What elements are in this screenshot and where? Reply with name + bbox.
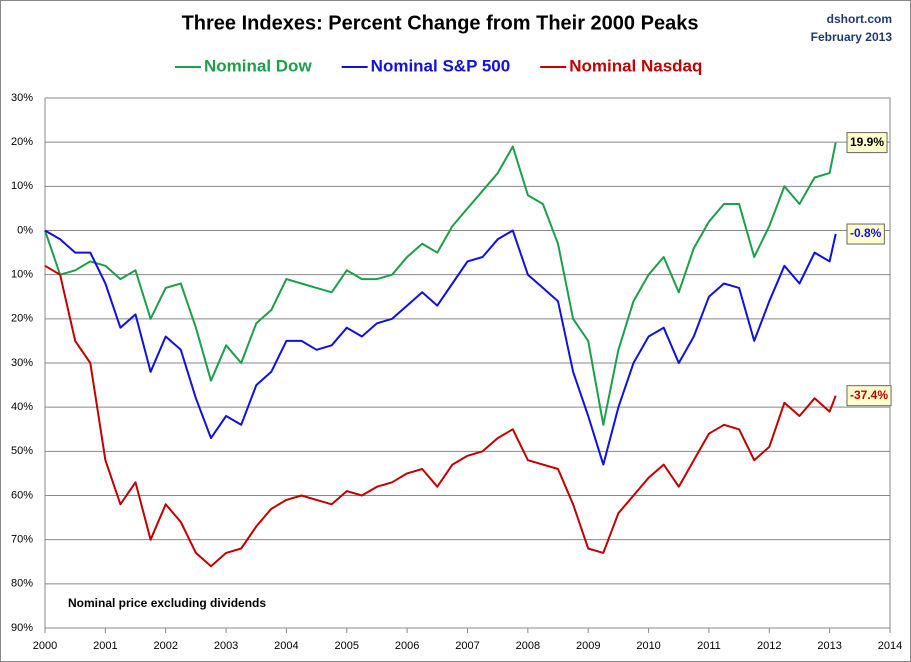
y-tick-label: 90% — [11, 622, 33, 634]
series-line — [44, 264, 837, 568]
legend-label: Nominal Dow — [204, 56, 312, 75]
y-tick-label: 30% — [11, 357, 33, 369]
x-tick-label: 2001 — [93, 640, 117, 652]
x-tick-label: 2004 — [274, 640, 298, 652]
x-tick-label: 2010 — [636, 640, 660, 652]
series-line — [44, 142, 837, 426]
series-line — [44, 229, 837, 466]
note: Nominal price excluding dividends — [68, 596, 266, 610]
x-tick-label: 2008 — [516, 640, 540, 652]
x-tick-label: 2005 — [335, 640, 359, 652]
chart-title: Three Indexes: Percent Change from Their… — [182, 12, 699, 34]
x-tick-label: 2011 — [697, 640, 721, 652]
x-tick-label: 2014 — [878, 640, 902, 652]
y-tick-label: 30% — [11, 92, 33, 104]
end-label-text: -0.8% — [850, 226, 882, 240]
x-tick-label: 2006 — [395, 640, 419, 652]
y-tick-label: 40% — [11, 401, 33, 413]
end-label: -37.4% — [846, 385, 892, 407]
y-tick-label: 60% — [11, 489, 33, 501]
date: February 2013 — [811, 30, 893, 44]
legend-label: Nominal Nasdaq — [569, 56, 702, 75]
source: dshort.com — [827, 12, 892, 26]
end-label-box — [846, 223, 885, 245]
x-tick-label: 2012 — [757, 640, 781, 652]
end-label: 19.9% — [846, 132, 888, 154]
end-label-box — [846, 132, 888, 154]
y-tick-label: 10% — [11, 180, 33, 192]
end-label-box — [846, 385, 892, 407]
y-tick-label: 70% — [11, 534, 33, 546]
y-tick-label: 80% — [11, 578, 33, 590]
y-tick-label: 50% — [11, 445, 33, 457]
x-tick-label: 2000 — [33, 640, 57, 652]
y-tick-label: 20% — [11, 136, 33, 148]
y-tick-label: 0% — [17, 224, 33, 236]
end-label: -0.8% — [846, 223, 885, 245]
x-tick-label: 2003 — [214, 640, 238, 652]
end-label-text: 19.9% — [850, 135, 884, 149]
x-tick-label: 2009 — [576, 640, 600, 652]
y-tick-label: 10% — [11, 269, 33, 281]
x-tick-label: 2002 — [153, 640, 177, 652]
legend-label: Nominal S&P 500 — [371, 56, 511, 75]
x-tick-label: 2007 — [455, 640, 479, 652]
end-label-text: -37.4% — [850, 388, 888, 402]
x-tick-label: 2013 — [817, 640, 841, 652]
y-tick-label: 20% — [11, 313, 33, 325]
